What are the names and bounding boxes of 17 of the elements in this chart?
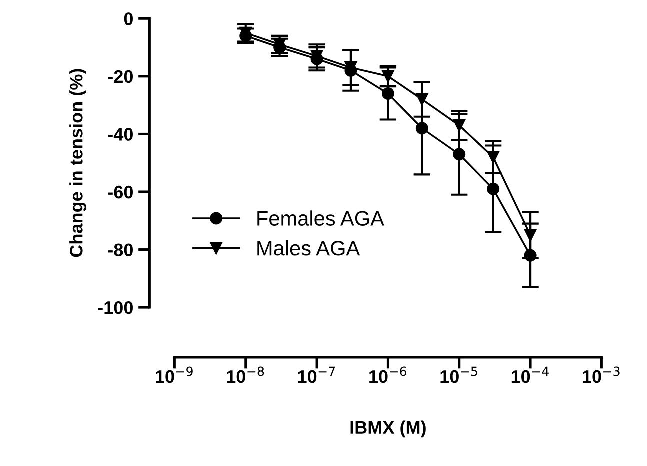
y-tick-label: -40 [108, 128, 133, 141]
legend-label: Males AGA [258, 240, 360, 256]
y-tick-label: -60 [108, 186, 133, 199]
x-tick-label: 10$^{−7}$ [298, 366, 336, 384]
y-tick-label: -20 [108, 70, 133, 84]
x-tick-label: 10$^{−4}$ [512, 366, 549, 384]
x-tick-label: 10$^{−6}$ [370, 366, 407, 384]
x-tick-label: 10$^{−3}$ [583, 366, 620, 384]
x-tick-label: 10$^{−9}$ [156, 366, 193, 384]
legend-label: Females AGA [258, 210, 384, 226]
x-axis-title: IBMX (M) [350, 420, 426, 438]
y-tick-label: -80 [108, 244, 133, 256]
y-axis-title: Change in tension (%) [70, 69, 86, 258]
x-tick-label: 10$^{−8}$ [227, 366, 264, 384]
x-tick-label: 10$^{−5}$ [440, 366, 478, 384]
y-tick-label: -100 [98, 301, 133, 314]
y-tick-label: 0 [124, 12, 133, 26]
